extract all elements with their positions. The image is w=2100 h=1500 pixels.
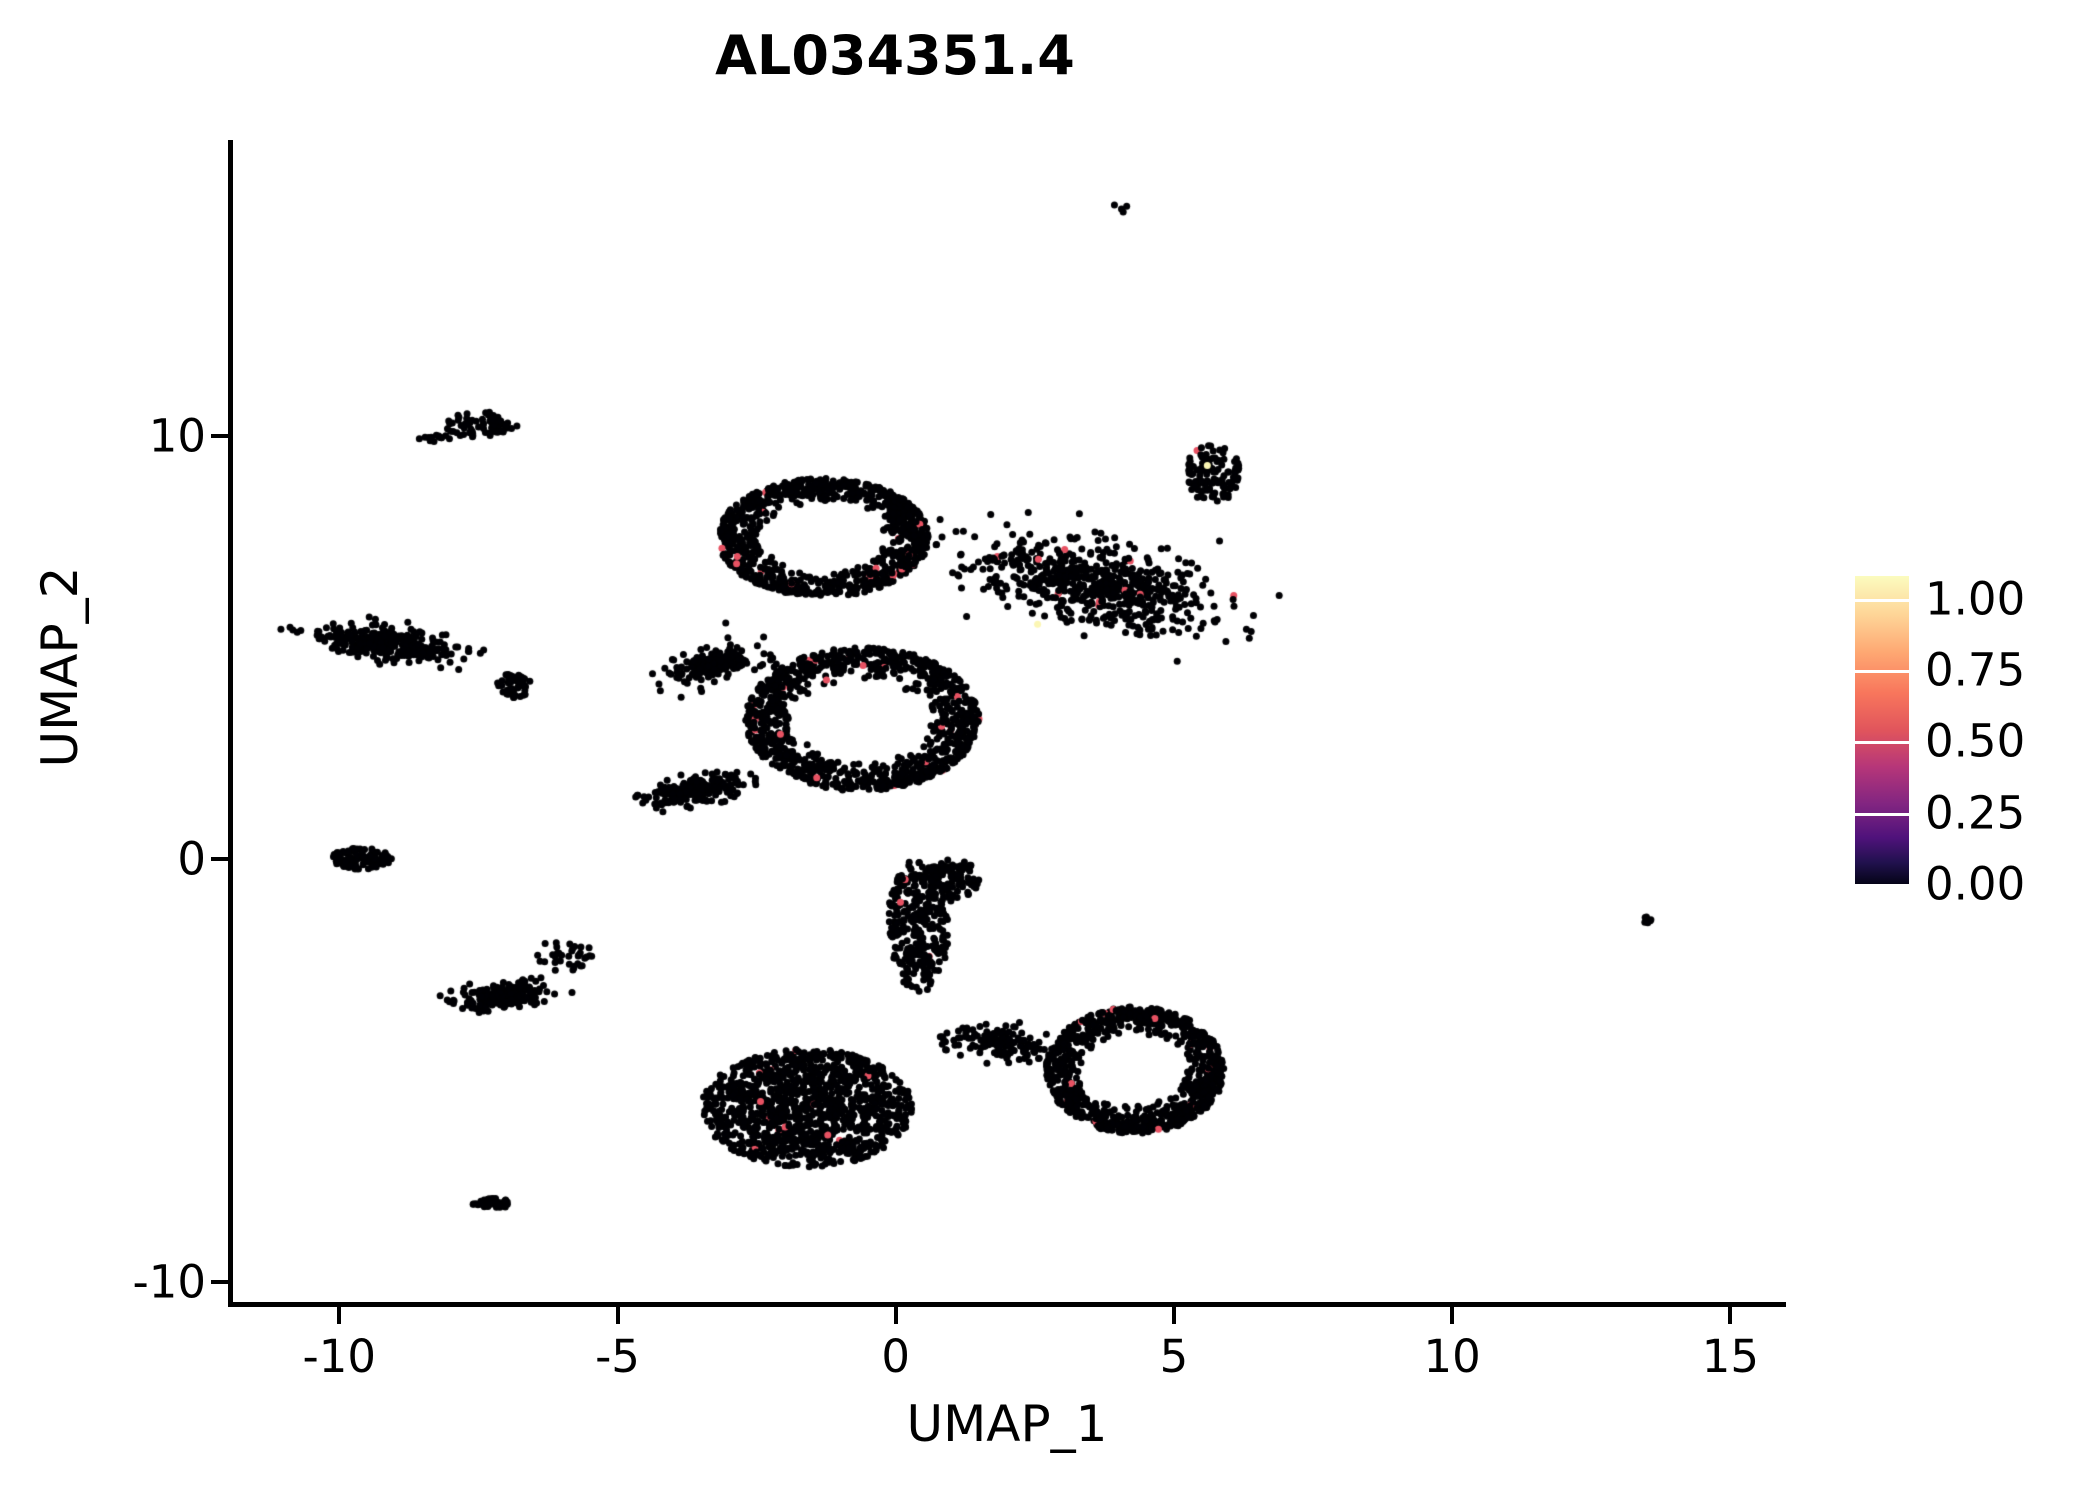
y-tick-mark (211, 856, 228, 861)
colorbar-gradient (1855, 576, 1909, 884)
colorbar-tick-label: 0.00 (1925, 857, 2026, 911)
x-axis-label: UMAP_1 (906, 1395, 1108, 1453)
y-axis-label: UMAP_2 (31, 566, 89, 768)
colorbar-tick-label: 0.50 (1925, 714, 2026, 768)
x-tick-mark (1450, 1307, 1455, 1324)
x-tick-mark (337, 1307, 342, 1324)
x-tick-label: 15 (1701, 1330, 1759, 1383)
x-tick-label: 10 (1423, 1330, 1481, 1383)
x-tick-mark (1728, 1307, 1733, 1324)
colorbar-tick-mark (1855, 812, 1909, 816)
y-tick-mark (211, 1279, 228, 1284)
x-tick-mark (893, 1307, 898, 1324)
colorbar: 1.00 0.75 0.50 0.25 0.00 (1855, 572, 2095, 911)
y-tick-mark (211, 433, 228, 438)
y-tick-label: 0 (177, 832, 206, 886)
scatter-canvas (228, 140, 1786, 1307)
plot-area: -10 -5 0 5 10 15 10 0 -10 (133, 140, 1786, 1383)
x-tick-label: -5 (595, 1330, 640, 1383)
x-tick-mark (1171, 1307, 1176, 1324)
y-tick-label: -10 (132, 1255, 207, 1309)
x-tick-mark (615, 1307, 620, 1324)
x-tick-label: -10 (302, 1330, 377, 1383)
colorbar-tick-label: 0.75 (1925, 643, 2026, 697)
colorbar-tick-mark (1855, 598, 1909, 602)
colorbar-tick-label: 1.00 (1925, 572, 2026, 626)
y-tick-label: 10 (148, 409, 206, 463)
page-title: AL034351.4 (715, 24, 1075, 87)
colorbar-tick-mark (1855, 670, 1909, 674)
colorbar-tick-mark (1855, 741, 1909, 745)
x-tick-label: 0 (881, 1330, 911, 1383)
colorbar-tick-label: 0.25 (1925, 786, 2026, 840)
x-tick-label: 5 (1159, 1330, 1189, 1383)
